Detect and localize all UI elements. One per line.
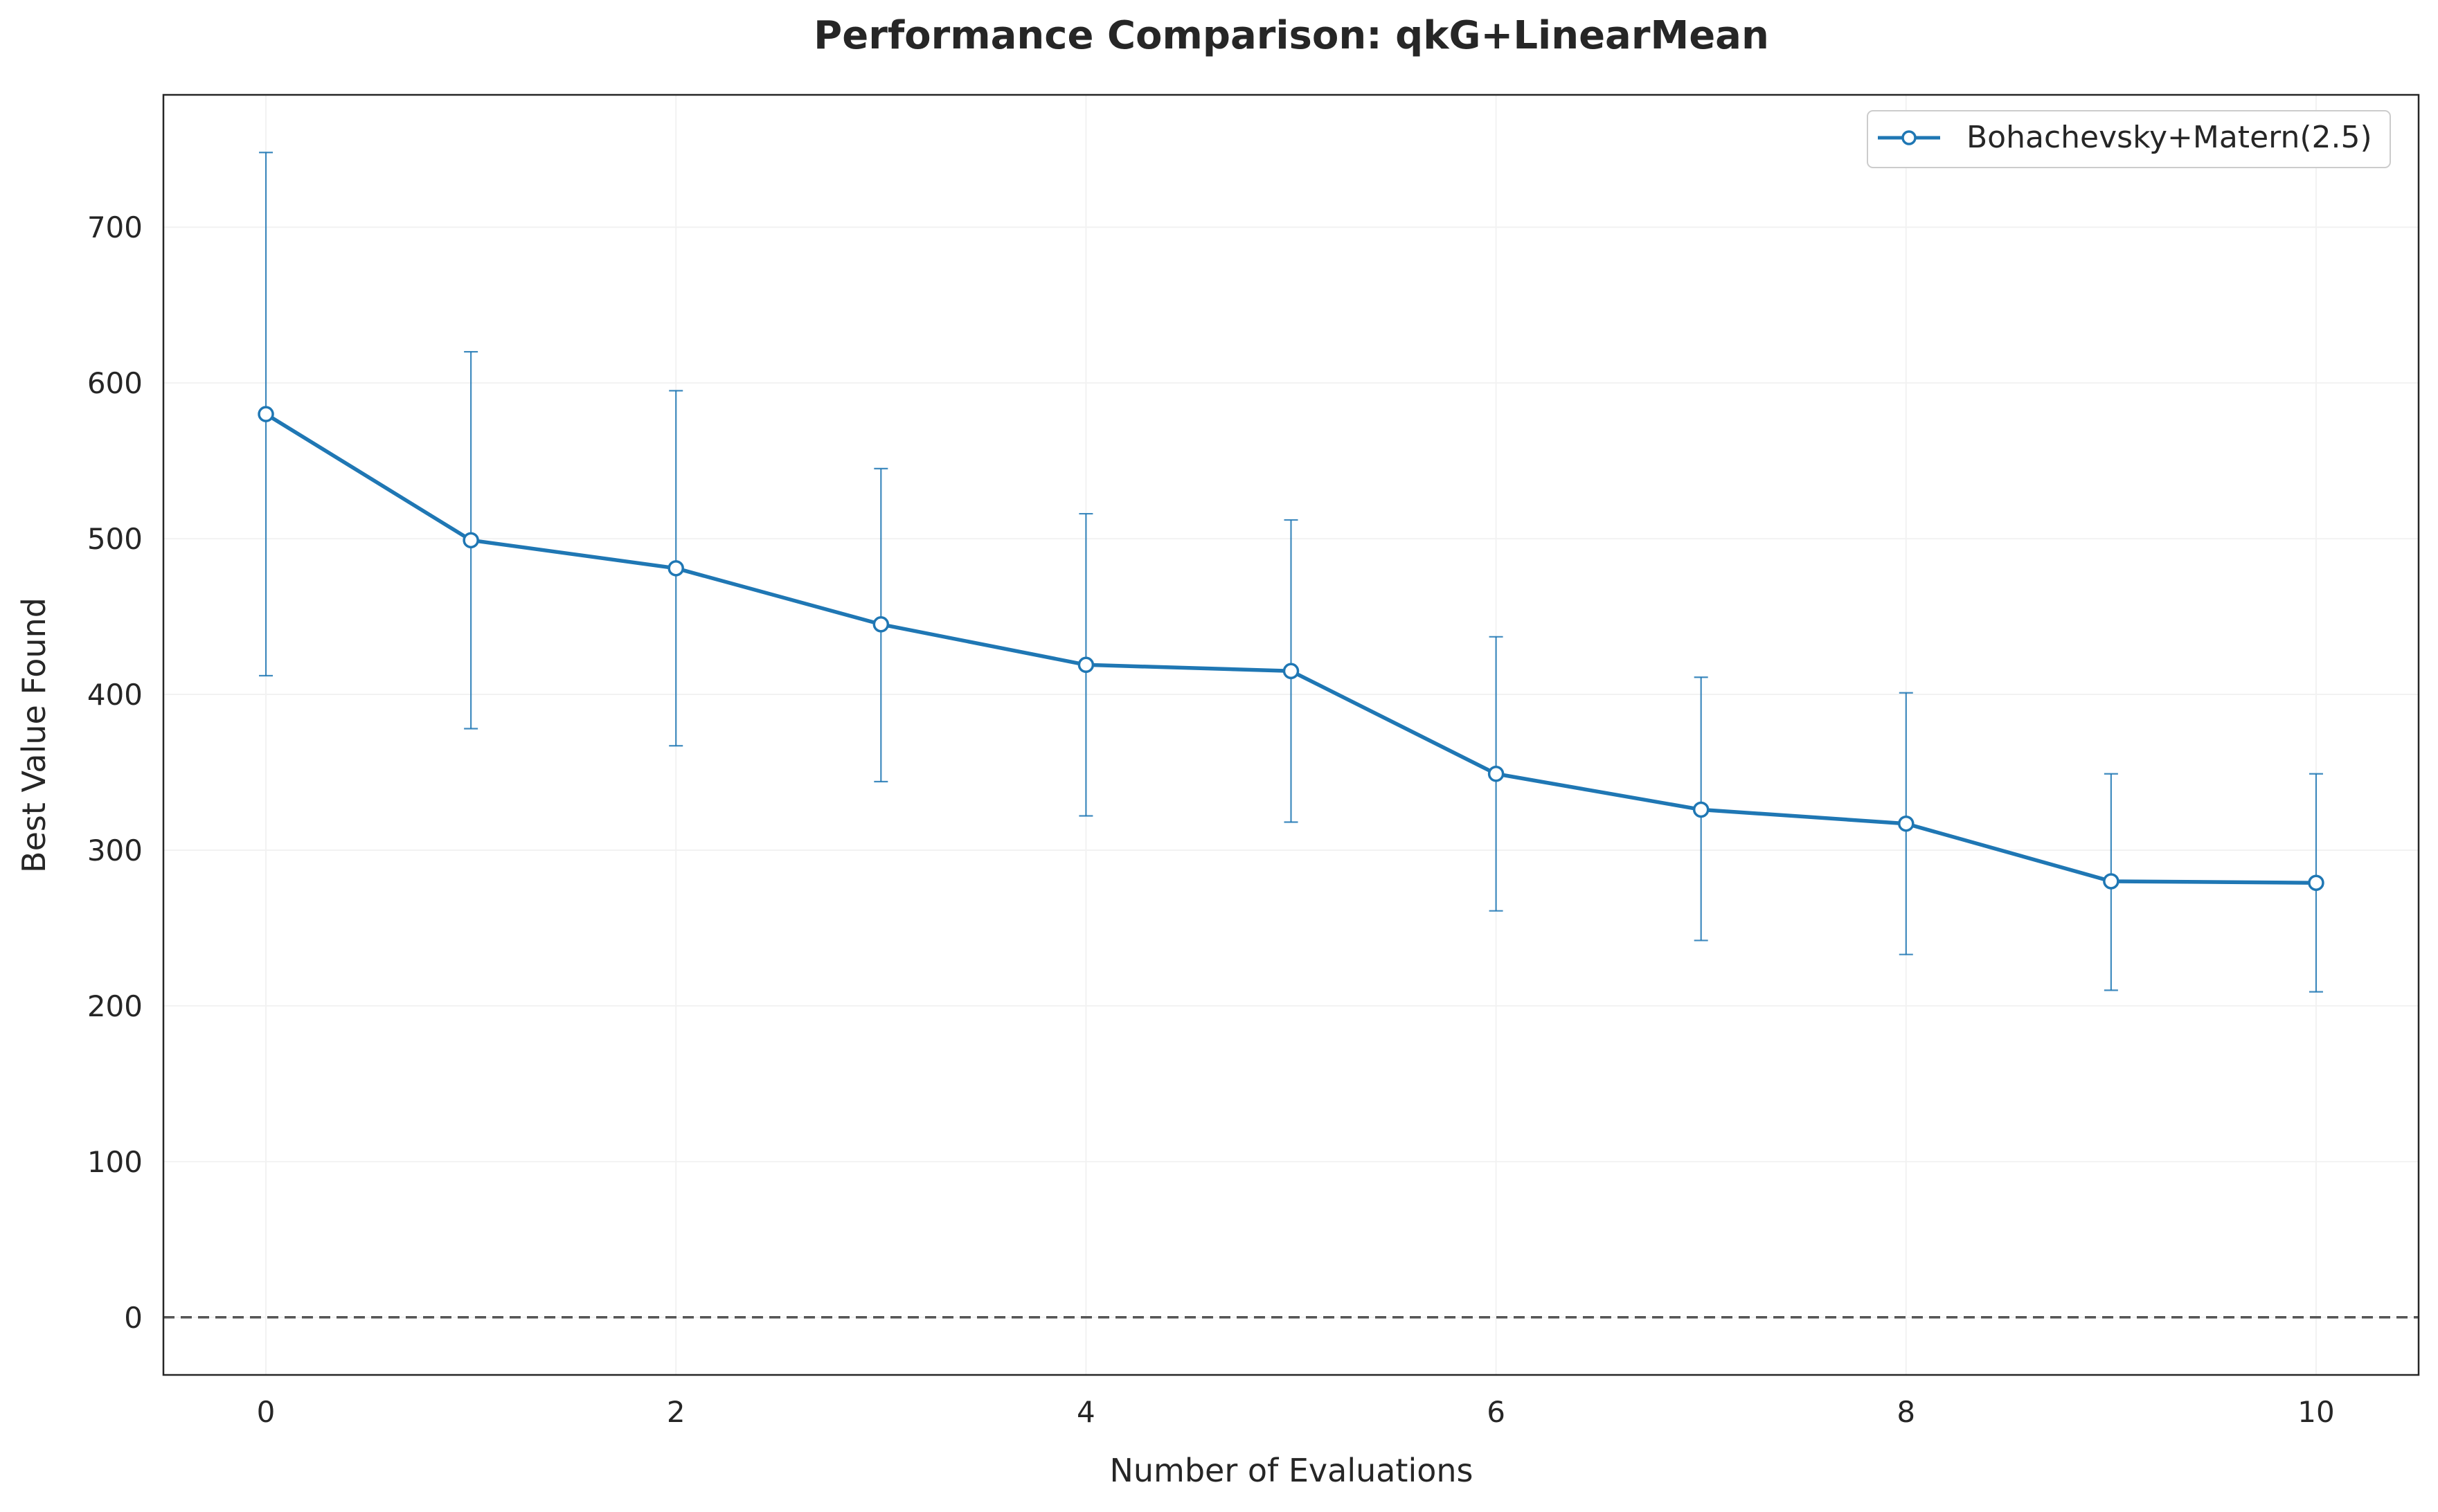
chart-title: Performance Comparison: qkG+LinearMean bbox=[814, 13, 1769, 58]
y-tick-label: 0 bbox=[124, 1301, 143, 1335]
data-point bbox=[1282, 663, 1300, 680]
data-point bbox=[258, 406, 274, 422]
y-tick-label: 500 bbox=[87, 522, 143, 556]
x-tick-label: 0 bbox=[257, 1395, 276, 1429]
legend-label: Bohachevsky+Matern(2.5) bbox=[1966, 120, 2372, 155]
legend-marker-swatch bbox=[1901, 130, 1917, 145]
y-tick-label: 700 bbox=[87, 210, 143, 244]
x-tick-label: 10 bbox=[2297, 1395, 2334, 1429]
data-point bbox=[1487, 765, 1505, 782]
data-point bbox=[463, 532, 479, 549]
data-point bbox=[667, 560, 684, 577]
series-group bbox=[258, 152, 2324, 993]
y-tick-label: 100 bbox=[87, 1145, 143, 1179]
y-tick-label: 400 bbox=[87, 678, 143, 712]
data-point bbox=[1077, 656, 1095, 674]
x-tick-label: 2 bbox=[667, 1395, 685, 1429]
data-point bbox=[2103, 873, 2119, 890]
data-point bbox=[2308, 874, 2324, 891]
data-point bbox=[1898, 815, 1915, 832]
y-tick-label: 600 bbox=[87, 366, 143, 400]
data-point bbox=[872, 616, 890, 633]
y-tick-label: 200 bbox=[87, 989, 143, 1023]
legend-box bbox=[1867, 110, 2391, 168]
legend: Bohachevsky+Matern(2.5) bbox=[1867, 110, 2391, 168]
ticks: 0 100 200 300 400 500 600 700 0 2 4 6 8 10 bbox=[87, 210, 2335, 1429]
x-tick-label: 6 bbox=[1487, 1395, 1505, 1429]
x-tick-label: 4 bbox=[1077, 1395, 1095, 1429]
x-tick-label: 8 bbox=[1897, 1395, 1915, 1429]
plot-frame bbox=[162, 93, 2420, 1376]
y-tick-label: 300 bbox=[87, 834, 143, 867]
data-point bbox=[1692, 801, 1710, 818]
y-axis-label: Best Value Found bbox=[15, 597, 53, 873]
x-axis-label: Number of Evaluations bbox=[1109, 1452, 1473, 1489]
